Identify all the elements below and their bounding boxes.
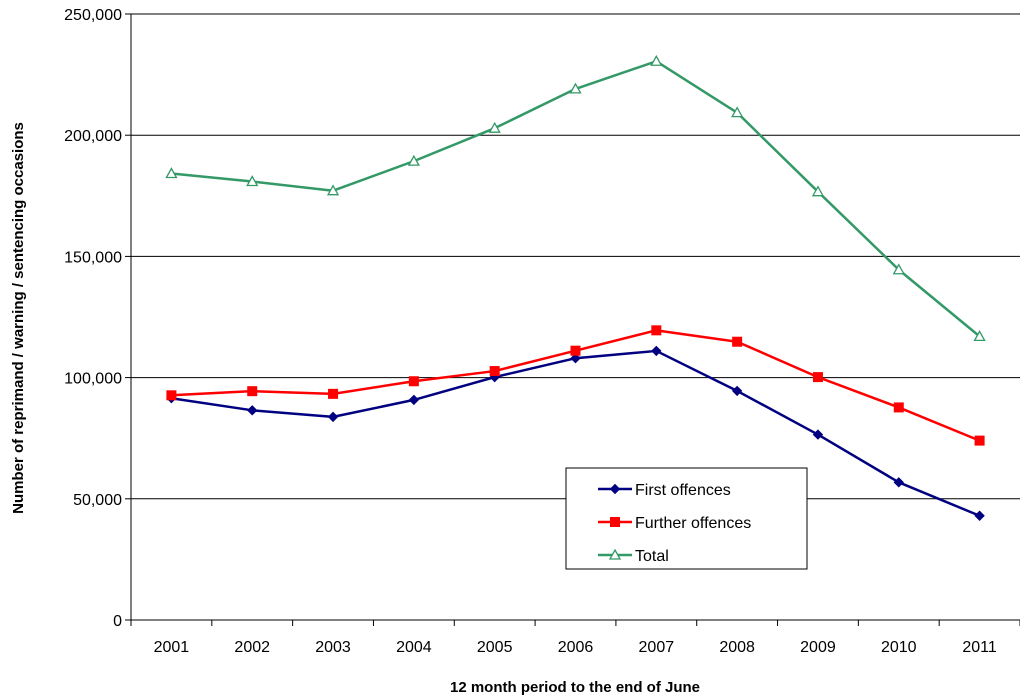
series-line xyxy=(171,60,981,338)
legend-swatch-marker xyxy=(609,483,621,495)
data-point xyxy=(247,405,258,416)
data-point xyxy=(489,366,500,377)
series-0 xyxy=(166,345,985,521)
data-point xyxy=(893,477,904,488)
data-point xyxy=(731,106,744,118)
data-point xyxy=(812,429,824,440)
data-point xyxy=(246,175,259,187)
data-point xyxy=(973,330,986,342)
data-point xyxy=(407,154,420,166)
legend-label: Further offences xyxy=(635,515,751,532)
legend: First offences Further offences Total xyxy=(565,467,808,570)
data-point xyxy=(408,376,419,387)
data-point xyxy=(570,345,581,356)
data-point xyxy=(812,372,823,383)
data-point xyxy=(974,435,985,446)
data-point xyxy=(247,386,258,397)
data-point xyxy=(166,390,177,401)
x-tick-label: 2002 xyxy=(234,639,270,656)
y-tick-labels: 0 50,000 100,000 150,000 200,000 250,000 xyxy=(64,7,122,630)
legend-box xyxy=(565,467,808,570)
x-tick-labels: 2001 2002 2003 2004 2005 2006 2007 2008 2009 2010… xyxy=(154,639,997,656)
data-point xyxy=(488,121,501,133)
data-point xyxy=(570,353,581,364)
x-tick-label: 2009 xyxy=(800,639,836,656)
series-lines xyxy=(165,54,986,521)
y-tick-label: 100,000 xyxy=(64,371,122,388)
x-tick-label: 2008 xyxy=(719,639,755,656)
y-tick-label: 150,000 xyxy=(64,249,122,266)
x-tick-label: 2004 xyxy=(396,639,432,656)
x-tick-label: 2005 xyxy=(477,639,513,656)
data-point xyxy=(974,510,985,521)
data-point xyxy=(893,402,904,413)
data-point xyxy=(327,411,339,423)
legend-label: First offences xyxy=(635,482,731,499)
data-point xyxy=(732,336,743,347)
data-point xyxy=(731,385,743,397)
data-point xyxy=(811,185,825,197)
y-tick-label: 0 xyxy=(113,613,122,630)
data-point xyxy=(892,263,905,275)
series-1 xyxy=(166,325,985,446)
data-point xyxy=(326,184,340,196)
legend-swatch-marker xyxy=(610,517,620,527)
data-point xyxy=(651,345,662,357)
y-tick-label: 200,000 xyxy=(64,128,122,145)
data-point xyxy=(569,82,582,94)
data-point xyxy=(650,54,663,66)
y-tick-label: 250,000 xyxy=(64,7,122,24)
x-tick-label: 2003 xyxy=(315,639,351,656)
y-tick-label: 50,000 xyxy=(73,492,122,509)
data-point xyxy=(328,388,339,399)
x-tick-label: 2007 xyxy=(639,639,675,656)
x-axis-title: 12 month period to the end of June xyxy=(450,679,700,696)
axes xyxy=(125,13,1020,626)
x-tick-label: 2001 xyxy=(154,639,190,656)
series-2 xyxy=(165,54,986,342)
legend-swatch-marker xyxy=(608,548,622,560)
data-point xyxy=(651,325,662,336)
legend-label: Total xyxy=(635,548,669,565)
gridlines xyxy=(131,13,1020,500)
data-point xyxy=(408,394,420,406)
x-tick-label: 2011 xyxy=(962,639,997,656)
x-tick-label: 2010 xyxy=(881,639,917,656)
y-axis-title: Number of reprimand / warning / sentenci… xyxy=(10,122,27,514)
x-tick-label: 2006 xyxy=(558,639,594,656)
data-point xyxy=(165,167,178,179)
